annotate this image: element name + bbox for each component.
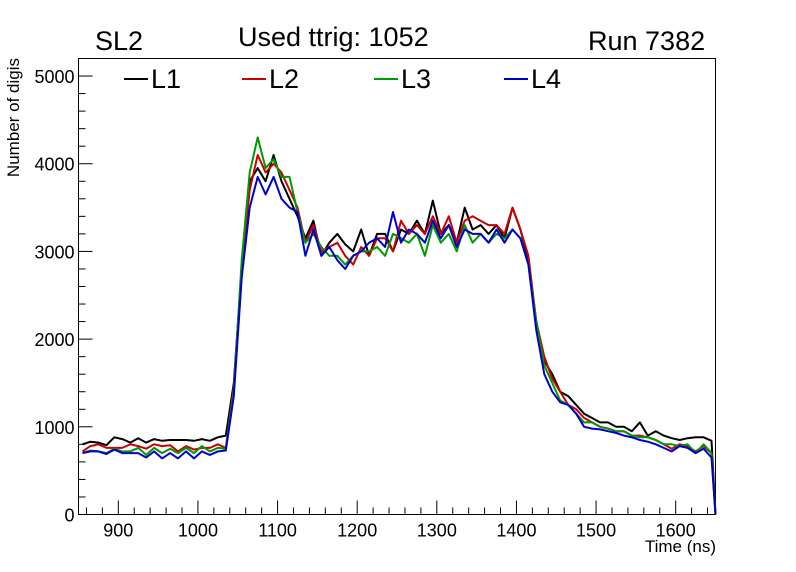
x-axis-label: Time (ns): [645, 537, 716, 556]
superlayer-label: SL2: [95, 26, 144, 56]
x-tick-label: 1100: [258, 521, 297, 541]
y-tick-label: 3000: [34, 242, 74, 262]
legend: L1 L2 L3 L4: [124, 64, 561, 94]
y-tick-label: 1000: [34, 418, 74, 438]
x-axis-ticks: 900 1000 1100 1200 1300 1400 1500 1600: [85, 500, 709, 541]
series-line-l2: [81, 154, 717, 515]
series-line-l1: [82, 154, 717, 515]
x-tick-label: 900: [103, 521, 133, 541]
y-tick-label: 5000: [34, 67, 74, 87]
legend-label-l3: L3: [401, 64, 431, 94]
plot-frame: [78, 58, 716, 515]
x-tick-label: 1400: [496, 521, 536, 541]
y-tick-label: 4000: [34, 155, 74, 175]
series-lines: [81, 136, 717, 515]
x-tick-label: 1200: [337, 521, 377, 541]
series-line-l4: [82, 175, 717, 515]
legend-label-l2: L2: [269, 64, 299, 94]
x-tick-label: 1500: [576, 521, 616, 541]
y-axis-ticks: 0 1000 2000 3000 4000 5000: [34, 58, 93, 526]
x-tick-label: 1300: [417, 521, 457, 541]
run-label: Run 7382: [588, 26, 706, 56]
x-tick-label: 1000: [178, 521, 218, 541]
legend-label-l4: L4: [531, 64, 561, 94]
x-tick-label: 1600: [656, 521, 696, 541]
y-tick-label: 0: [64, 506, 74, 526]
legend-label-l1: L1: [151, 64, 181, 94]
y-tick-label: 2000: [34, 330, 74, 350]
series-line-l3: [82, 136, 717, 515]
chart-title: Used ttrig: 1052: [238, 22, 429, 52]
y-axis-label: Number of digis: [4, 58, 23, 177]
